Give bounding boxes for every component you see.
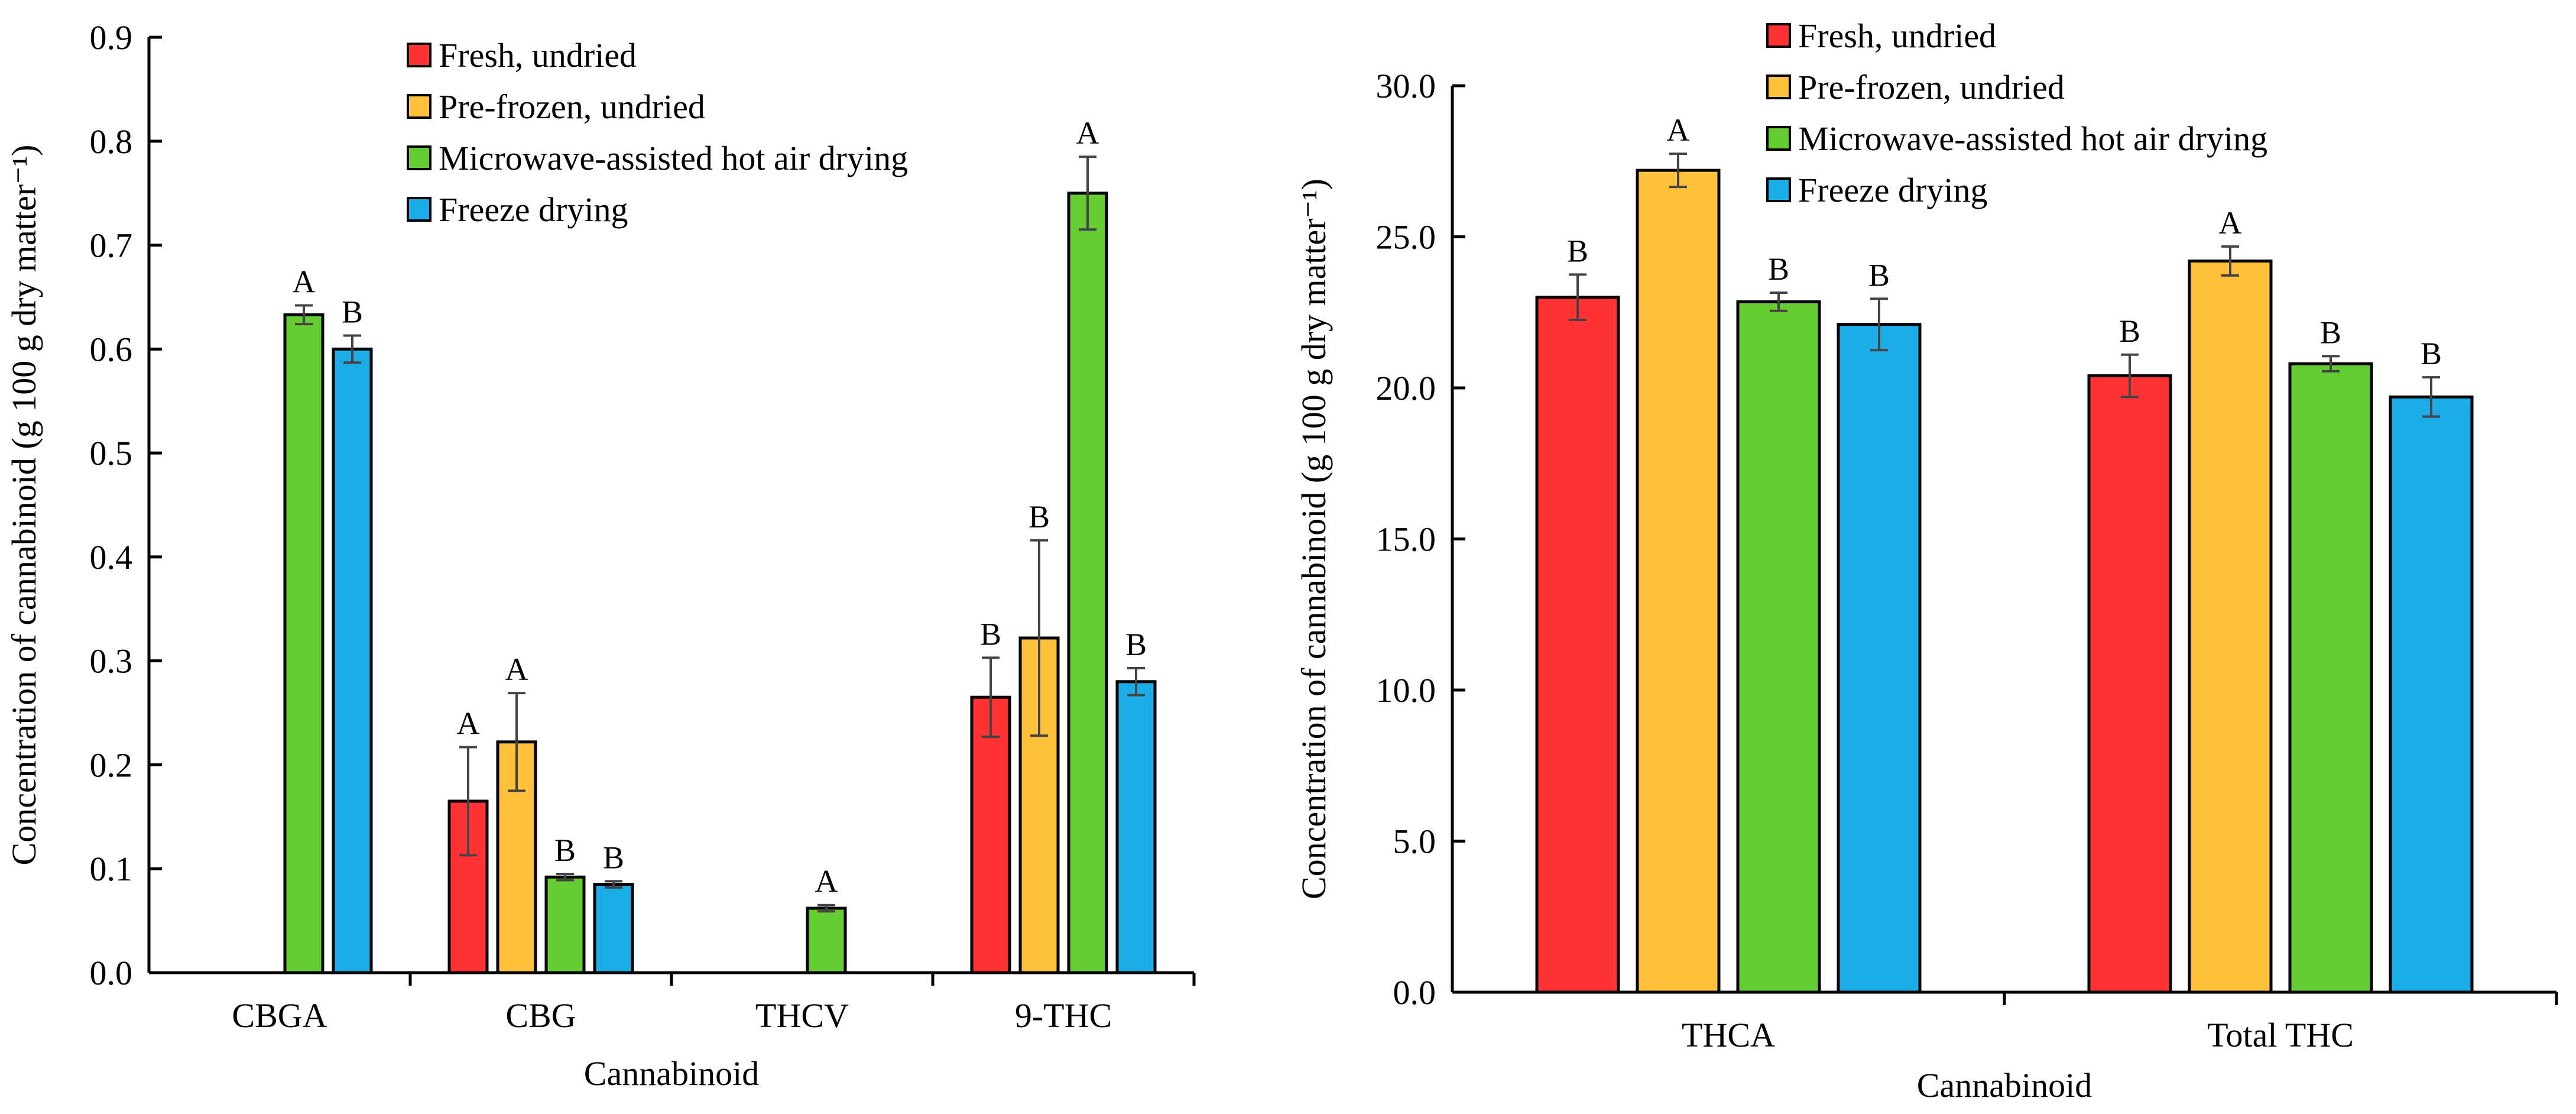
bar (593, 883, 634, 974)
bar (544, 875, 586, 974)
y-tick-label: 30.0 (1376, 67, 1436, 105)
data-label: A (505, 652, 528, 687)
y-tick-label: 25.0 (1376, 218, 1436, 257)
x-axis-title: Cannabinoid (1917, 1066, 2092, 1105)
data-label: B (1768, 251, 1789, 287)
legend-swatch (407, 145, 432, 170)
data-label: B (2421, 336, 2442, 371)
data-label: B (554, 833, 576, 868)
bar (1636, 169, 1721, 994)
data-label: A (815, 864, 838, 899)
x-tick-label: 9-THC (1015, 996, 1112, 1035)
data-label: A (1076, 115, 1099, 151)
data-label: B (1567, 233, 1588, 268)
bar (970, 695, 1011, 974)
y-tick-label: 0.3 (90, 642, 133, 681)
bar (1837, 323, 1922, 994)
x-tick-label: CBG (505, 996, 576, 1035)
legend-label: Freeze drying (439, 190, 628, 229)
data-label: B (342, 294, 363, 329)
y-tick-label: 20.0 (1376, 369, 1436, 407)
data-label: A (293, 264, 316, 300)
x-axis-title: Cannabinoid (584, 1054, 759, 1093)
y-tick-label: 0.5 (90, 434, 133, 472)
y-tick-label: 0.7 (90, 226, 133, 265)
legend-label: Microwave-assisted hot air drying (1798, 119, 2267, 158)
bar (2188, 259, 2273, 994)
x-tick-label: THCA (1682, 1016, 1775, 1054)
bar (2389, 395, 2474, 994)
y-tick-label: 0.2 (90, 746, 133, 784)
legend-swatch (1766, 126, 1791, 151)
legend-swatch (407, 197, 432, 222)
y-tick-label: 0.4 (90, 538, 133, 577)
y-tick-label: 5.0 (1393, 822, 1436, 861)
bar (806, 906, 847, 974)
y-tick-label: 0.0 (1393, 973, 1436, 1012)
x-tick-label: THCV (755, 996, 849, 1035)
bar (2087, 374, 2172, 994)
y-tick-label: 0.6 (90, 330, 133, 368)
y-axis-title: Concentration of cannabinoid (g 100 g dr… (5, 145, 43, 866)
legend-label: Fresh, undried (439, 36, 637, 75)
y-axis-title: Concentration of cannabinoid (g 100 g dr… (1295, 179, 1333, 899)
bar (1535, 296, 1620, 994)
bar (1067, 192, 1108, 974)
y-tick-label: 15.0 (1376, 520, 1436, 559)
left-chart: 0.0 0.1 0.2 0.3 0.4 0.5 0.6 0.7 0.8 0.9 CBGA CBG THC… (5, 18, 1196, 1093)
data-label: A (457, 706, 480, 741)
bar (2288, 362, 2373, 994)
data-label: B (1868, 257, 1890, 293)
right-chart: 0.0 5.0 10.0 15.0 20.0 25.0 30.0 THCA Total THC B… (1295, 17, 2558, 1105)
data-label: B (1029, 499, 1050, 535)
bar (1736, 300, 1821, 994)
bar (1115, 680, 1157, 974)
legend-label: Microwave-assisted hot air drying (439, 139, 908, 177)
y-tick-label: 10.0 (1376, 671, 1436, 710)
data-label: B (1125, 627, 1147, 662)
legend-label: Freeze drying (1798, 171, 1987, 209)
legend-swatch (1766, 23, 1791, 48)
legend-swatch (1766, 75, 1791, 99)
y-tick-label: 0.9 (90, 18, 133, 57)
legend-swatch (1766, 177, 1791, 202)
bar (283, 313, 325, 974)
legend-label: Pre-frozen, undried (1798, 68, 2065, 106)
legend-label: Pre-frozen, undried (439, 88, 705, 126)
y-tick-label: 0.1 (90, 850, 133, 888)
legend-label: Fresh, undried (1798, 17, 1996, 55)
bar (447, 799, 489, 974)
data-label: A (2219, 205, 2242, 241)
x-tick-label: CBGA (232, 996, 327, 1035)
y-tick-label: 0.8 (90, 122, 133, 161)
data-label: B (2320, 315, 2341, 350)
bar (332, 347, 373, 974)
y-tick-label: 0.0 (90, 954, 133, 992)
data-label: B (2119, 313, 2140, 349)
x-tick-label: Total THC (2207, 1016, 2354, 1054)
legend-swatch (407, 94, 432, 119)
data-label: B (603, 840, 624, 875)
legend-swatch (407, 43, 432, 67)
data-label: A (1667, 112, 1690, 148)
data-label: B (980, 616, 1001, 652)
